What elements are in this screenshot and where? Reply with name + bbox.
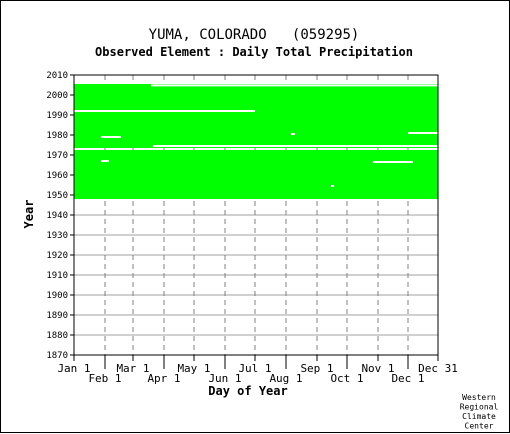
y-tick-label: 1940 [46,211,68,221]
y-tick-label: 1980 [46,131,68,141]
y-tick-label: 1910 [46,271,68,281]
y-tick-label: 1890 [46,311,68,321]
missing-data-gap [291,133,295,135]
x-tick-label: Jun 1 [208,372,241,385]
chart-title: YUMA, COLORADO (059295) [149,27,360,43]
x-tick-label: Aug 1 [269,372,302,385]
y-tick-label: 1970 [46,151,68,161]
x-tick-label: Oct 1 [330,372,363,385]
y-tick-label: 1930 [46,231,68,241]
missing-data-gap [101,160,109,162]
credit-line: Regional [460,403,499,412]
y-tick-label: 2010 [46,71,68,81]
credit-line: Western [462,393,496,402]
missing-data-gap [153,145,438,147]
x-tick-label: Dec 1 [391,372,424,385]
x-tick-label: Jan 1 [57,362,90,375]
missing-data-gap [151,84,438,87]
coverage-block [74,150,438,199]
x-tick-label: Nov 1 [361,362,394,375]
y-axis-label: Year [22,200,36,229]
missing-data-gap [408,132,438,134]
x-tick-label: Apr 1 [147,372,180,385]
x-tick-label: Dec 31 [418,362,458,375]
missing-data-gap [101,136,121,138]
x-axis-label: Day of Year [208,384,287,398]
x-tick-label: Sep 1 [300,362,333,375]
data-coverage [74,84,438,199]
plot-area-border [73,74,439,356]
y-tick-label: 1920 [46,251,68,261]
coverage-block [74,84,438,148]
x-tick-label: Jul 1 [238,362,271,375]
chart-subtitle: Observed Element : Daily Total Precipita… [95,45,413,59]
y-tick-label: 2000 [46,91,68,101]
y-tick-label: 1870 [46,351,68,361]
x-tick-label: May 1 [177,362,210,375]
y-tick-label: 1900 [46,291,68,301]
x-tick-label: Feb 1 [88,372,121,385]
y-tick-label: 1990 [46,111,68,121]
y-tick-label: 1950 [46,191,68,201]
x-tick-label: Mar 1 [116,362,149,375]
y-tick-label: 1880 [46,331,68,341]
data-gaps [74,84,438,187]
credit-line: Climate [462,412,496,421]
credit-line: Center [465,422,494,431]
missing-data-gap [373,161,413,163]
y-axis-ticks: 1870 1880 1890 1900 1910 1920 1930 1940 1950 1960… [46,71,74,361]
missing-data-gap [74,110,255,112]
missing-data-gap [331,185,334,187]
y-tick-label: 1960 [46,171,68,181]
